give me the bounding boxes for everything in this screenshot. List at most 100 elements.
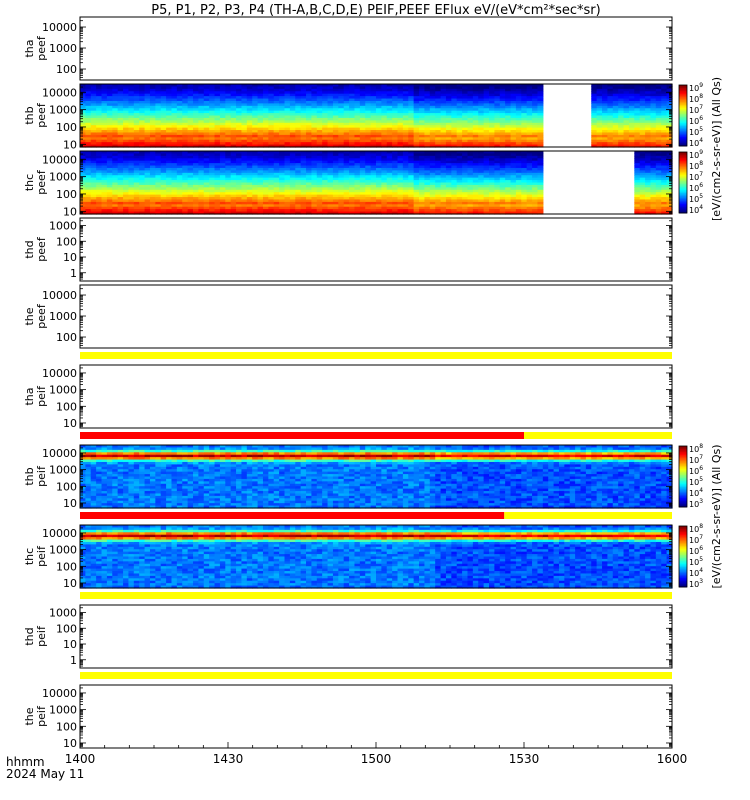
heatmap-cell (106, 197, 113, 201)
heatmap-cell (209, 153, 216, 157)
spectrogram-thb-peef (80, 84, 673, 148)
heatmap-cell (327, 170, 334, 174)
heatmap-cell (478, 108, 485, 112)
heatmap-cell (327, 175, 334, 179)
heatmap-cell (219, 132, 226, 136)
heatmap-cell (182, 165, 189, 169)
heatmap-cell (332, 167, 339, 171)
heatmap-cell (440, 113, 447, 117)
heatmap-cell (128, 132, 135, 136)
heatmap-cell (112, 96, 119, 100)
heatmap-cell (117, 184, 124, 188)
heatmap-cell (359, 192, 366, 196)
heatmap-cell (268, 110, 275, 114)
heatmap-cell (322, 127, 329, 131)
heatmap-cell (171, 151, 178, 155)
heatmap-cell (117, 115, 124, 119)
heatmap-cell (526, 86, 533, 90)
heatmap-cell (219, 165, 226, 169)
heatmap-cell (225, 211, 232, 215)
heatmap-cell (596, 127, 603, 131)
heatmap-cell (219, 91, 226, 95)
heatmap-cell (661, 100, 668, 104)
heatmap-cell (209, 177, 216, 181)
heatmap-cell (392, 177, 399, 181)
heatmap-cell (386, 177, 393, 181)
heatmap-cell (160, 130, 167, 134)
heatmap-cell (171, 158, 178, 162)
heatmap-cell (478, 84, 485, 88)
heatmap-cell (193, 84, 199, 88)
heatmap-cell (123, 134, 130, 138)
heatmap-cell (359, 155, 366, 159)
heatmap-cell (262, 172, 269, 176)
heatmap-cell (144, 165, 151, 169)
heatmap-cell (133, 103, 140, 107)
heatmap-cell (187, 105, 194, 109)
heatmap-cell (365, 204, 372, 208)
heatmap-cell (402, 163, 409, 167)
heatmap-cell (607, 88, 614, 92)
heatmap-cell (171, 180, 178, 184)
heatmap-cell (273, 172, 280, 176)
heatmap-cell (424, 194, 431, 198)
heatmap-cell (246, 98, 253, 102)
heatmap-cell (386, 180, 393, 184)
heatmap-cell (424, 192, 431, 196)
heatmap-cell (327, 134, 334, 138)
heatmap-cell (413, 93, 420, 97)
heatmap-cell (214, 170, 221, 174)
heatmap-cell (289, 122, 296, 126)
heatmap-cell (128, 88, 135, 92)
heatmap-cell (101, 98, 108, 102)
heatmap-cell (187, 103, 194, 107)
heatmap-cell (187, 201, 194, 205)
heatmap-cell (505, 108, 512, 112)
heatmap-cell (171, 192, 178, 196)
heatmap-cell (246, 187, 253, 191)
heatmap-cell (101, 175, 108, 179)
heatmap-cell (139, 175, 146, 179)
heatmap-cell (655, 105, 662, 109)
heatmap-cell (279, 206, 286, 210)
heatmap-cell (300, 189, 307, 193)
heatmap-cell (139, 103, 146, 107)
heatmap-cell (155, 180, 162, 184)
heatmap-cell (332, 132, 339, 136)
heatmap-cell (596, 84, 603, 88)
heatmap-cell (596, 105, 603, 109)
heatmap-cell (106, 88, 113, 92)
heatmap-cell (133, 86, 140, 90)
heatmap-cell (494, 139, 501, 143)
heatmap-cell (139, 155, 146, 159)
heatmap-cell (246, 130, 253, 134)
heatmap-cell (219, 180, 226, 184)
heatmap-cell (225, 91, 232, 95)
heatmap-cell (456, 163, 463, 167)
heatmap-cell (483, 117, 490, 121)
heatmap-cell (284, 182, 291, 186)
heatmap-cell (381, 165, 388, 169)
heatmap-cell (623, 127, 630, 131)
heatmap-cell (225, 98, 232, 102)
heatmap-cell (370, 153, 377, 157)
heatmap-cell (198, 144, 205, 148)
heatmap-cell (90, 117, 97, 121)
heatmap-cell (252, 96, 259, 100)
heatmap-cell (359, 175, 366, 179)
heatmap-cell (392, 108, 399, 112)
heatmap-cell (419, 201, 426, 205)
heatmap-cell (230, 192, 237, 196)
heatmap-cell (139, 132, 146, 136)
heatmap-cell (392, 151, 399, 155)
heatmap-cell (429, 192, 436, 196)
heatmap-cell (101, 120, 108, 124)
heatmap-cell (591, 100, 598, 104)
heatmap-cell (424, 103, 431, 107)
heatmap-cell (478, 142, 485, 146)
heatmap-cell (203, 127, 210, 131)
heatmap-cell (80, 117, 86, 121)
heatmap-cell (273, 170, 280, 174)
heatmap-cell (133, 199, 140, 203)
heatmap-cell (252, 192, 259, 196)
